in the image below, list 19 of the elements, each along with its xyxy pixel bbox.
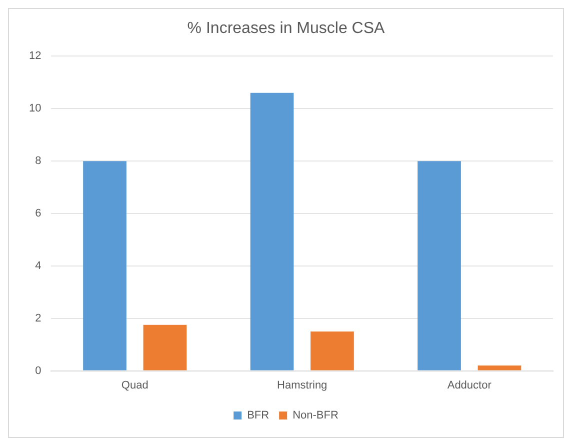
bar [310, 331, 354, 370]
bar [418, 161, 461, 370]
y-tick-label: 2 [35, 312, 42, 324]
y-tick-label: 4 [35, 260, 42, 272]
y-tick-label: 0 [35, 364, 42, 377]
legend-label: Non-BFR [292, 410, 338, 422]
x-tick-label: Hamstring [277, 379, 328, 392]
x-tick-label: Quad [121, 379, 148, 392]
y-tick-label: 12 [28, 50, 42, 62]
y-tick-label: 8 [35, 155, 42, 168]
y-tick-label: 6 [35, 208, 42, 220]
bar [83, 161, 126, 370]
x-tick-label: Adductor [447, 379, 492, 392]
y-tick-label: 10 [28, 102, 42, 115]
bar [478, 366, 522, 370]
legend-label: BFR [247, 410, 270, 422]
bar [143, 324, 187, 370]
bar [250, 92, 294, 370]
chart-title: % Increases in Muscle CSA [187, 20, 386, 38]
